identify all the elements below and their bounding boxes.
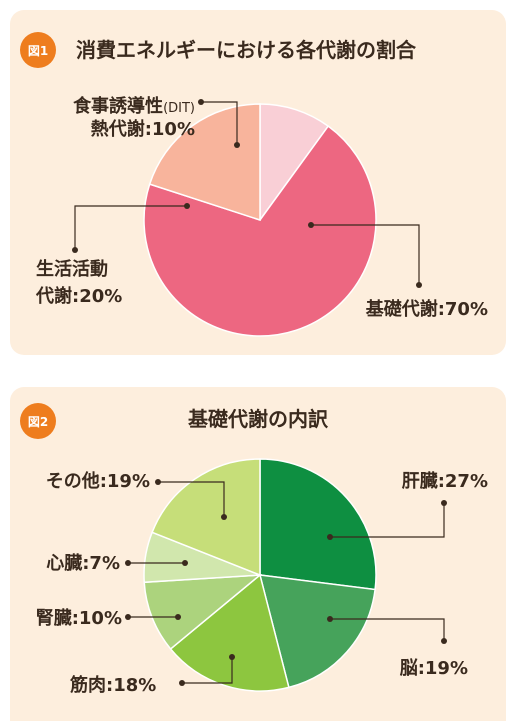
leader-end-dot-brain <box>441 638 447 644</box>
pie-slice-other <box>151 458 261 577</box>
pie-slice-activity <box>148 103 261 222</box>
leader-end-dot-muscle <box>179 680 185 686</box>
pie-slice-liver <box>259 458 377 591</box>
leader-dot-other <box>221 514 227 520</box>
leader-end-dot-dit <box>198 99 204 105</box>
leader-line-dit <box>201 101 238 145</box>
slice-label-text-basal: 基礎代謝:70% <box>365 298 488 320</box>
leader-end-dot-activity <box>72 247 78 253</box>
leader-end-dot-liver <box>441 500 447 506</box>
slice-label-kidney: 腎臓:10% <box>36 608 122 629</box>
figure-1-badge: 図1 <box>20 32 56 68</box>
leader-line-muscle <box>182 657 233 684</box>
leader-line-activity <box>74 205 187 250</box>
leader-dot-muscle <box>229 654 235 660</box>
pie-slice-muscle <box>169 573 290 692</box>
slice-label-activity: 生活活動 <box>36 258 108 280</box>
slice-label-text-other: その他:19% <box>46 470 150 492</box>
leader-dot-liver <box>327 534 333 540</box>
leader-end-dot-heart <box>125 560 131 566</box>
leader-dot-activity <box>184 203 190 209</box>
pie-slice-kidney <box>143 574 263 650</box>
leader-dot-basal <box>308 222 314 228</box>
slice-label-other: その他:19% <box>46 470 150 492</box>
pie-slice-brain <box>258 574 376 689</box>
pie-chart-2: 肝臓:27% 脳:19% 筋肉:18% 腎臓:10% 心臓:7% その他:19% <box>36 458 488 696</box>
slice-label-line2-activity: 代謝:20% <box>35 285 122 307</box>
leader-dot-brain <box>327 616 333 622</box>
slice-label-text-heart: 心臓:7% <box>46 553 120 574</box>
slice-label-text-dit: 食事誘導性 <box>72 95 163 117</box>
slice-label-suffix-dit: (DIT) <box>163 101 195 116</box>
leader-end-dot-kidney <box>125 614 131 620</box>
chart-1-title: 消費エネルギーにおける各代謝の割合 <box>76 38 416 62</box>
slice-label-muscle: 筋肉:18% <box>70 674 156 696</box>
leader-dot-dit <box>234 142 240 148</box>
slice-label-text-brain: 脳:19% <box>400 658 468 679</box>
figure-2-badge: 図2 <box>20 403 56 439</box>
leader-line-liver <box>330 503 445 538</box>
slice-label-brain: 脳:19% <box>400 658 468 679</box>
slice-label-dit: 食事誘導性(DIT) <box>72 95 195 117</box>
leader-end-dot-other <box>155 479 161 485</box>
leader-end-dot-basal <box>416 282 422 288</box>
pie-slice-basal <box>143 125 377 337</box>
basal-metabolism-panel: 図2 基礎代謝の内訳 肝臓:27% 脳:19% 筋肉:18% 腎臓:10% 心臓:7% そ… <box>10 387 506 721</box>
pie-slice-dit <box>259 103 330 223</box>
slice-label-text-kidney: 腎臓:10% <box>36 608 122 629</box>
slice-label-text-activity: 生活活動 <box>36 258 108 280</box>
slice-label-text-muscle: 筋肉:18% <box>70 674 156 696</box>
slice-label-line2-dit: 熱代謝:10% <box>91 118 195 140</box>
energy-breakdown-panel: 図1 消費エネルギーにおける各代謝の割合 食事誘導性(DIT) 熱代謝:10% 基礎… <box>10 10 506 355</box>
slice-label-text-liver: 肝臓:27% <box>402 471 488 492</box>
chart-2-title: 基礎代謝の内訳 <box>188 407 328 431</box>
slice-label-basal: 基礎代謝:70% <box>365 298 488 320</box>
leader-line-brain <box>330 618 445 641</box>
leader-dot-heart <box>182 560 188 566</box>
leader-dot-kidney <box>175 614 181 620</box>
slice-label-liver: 肝臓:27% <box>402 471 488 492</box>
slice-label-heart: 心臓:7% <box>46 553 120 574</box>
leader-line-other <box>158 481 225 517</box>
leader-line-basal <box>311 224 420 285</box>
